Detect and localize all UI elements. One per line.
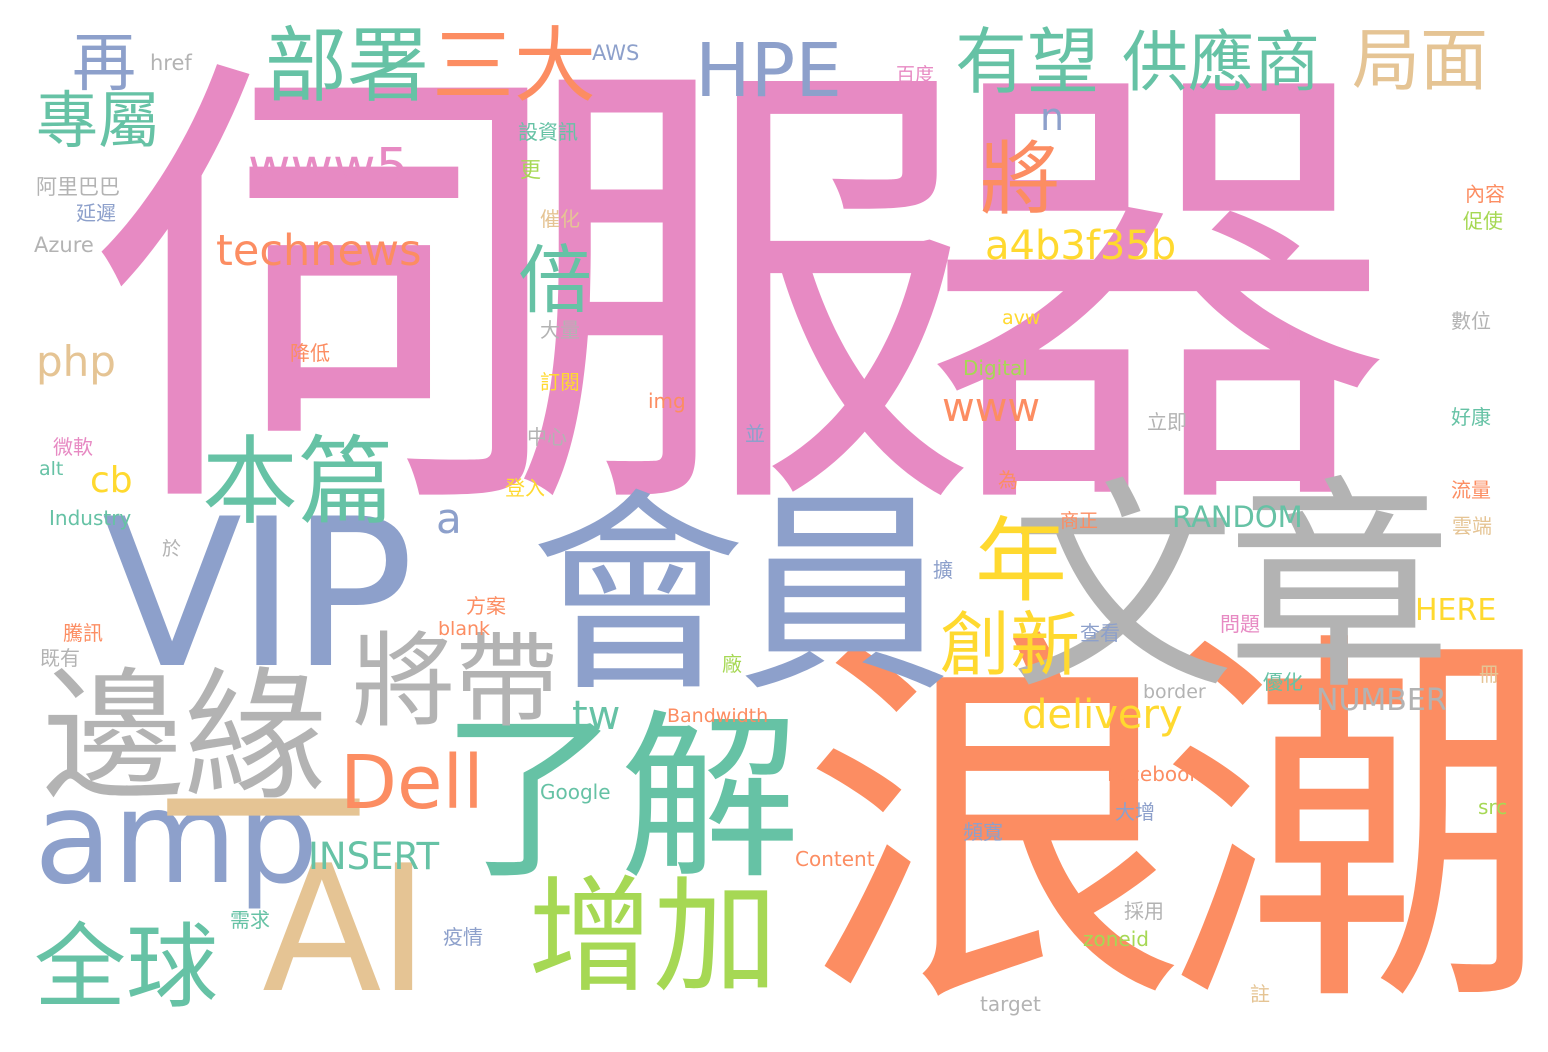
word-降低: 降低 xyxy=(290,341,330,365)
word-a: a xyxy=(436,494,462,543)
word-三大: 三大 xyxy=(432,19,597,114)
word-延遲: 延遲 xyxy=(76,201,116,225)
word-優化: 優化 xyxy=(1263,670,1303,694)
word-number: NUMBER xyxy=(1316,683,1447,718)
word-insert: INSERT xyxy=(308,835,440,878)
word-局面: 局面 xyxy=(1352,22,1489,101)
word-src: src xyxy=(1478,795,1508,819)
word-再: 再 xyxy=(72,27,136,101)
word-dell: Dell xyxy=(340,740,484,826)
word-industry: Industry xyxy=(49,506,132,530)
word-廠: 廠 xyxy=(722,652,742,676)
word-創新: 創新 xyxy=(940,604,1080,686)
word-雲端: 雲端 xyxy=(1452,514,1492,538)
word-設資訊: 設資訊 xyxy=(518,120,578,144)
word-將: 將 xyxy=(980,133,1060,226)
word-增加: 增加 xyxy=(528,865,778,1010)
word-供應商: 供應商 xyxy=(1122,24,1320,101)
word-blank: blank xyxy=(438,618,491,640)
word-將帶: 將帶 xyxy=(352,622,558,742)
word-www5: www5 xyxy=(248,138,409,198)
word-於: 於 xyxy=(162,538,182,560)
word-tw: tw xyxy=(572,693,621,739)
word-www: www xyxy=(942,385,1041,431)
word-採用: 採用 xyxy=(1124,899,1164,923)
word-方案: 方案 xyxy=(466,594,506,618)
word-cb: cb xyxy=(90,460,133,501)
word-azure: Azure xyxy=(34,233,94,257)
word-aws: AWS xyxy=(592,41,640,65)
word-ai: AI xyxy=(262,829,429,1032)
word-冊: 冊 xyxy=(1479,662,1499,686)
word-專屬: 專屬 xyxy=(36,84,161,157)
word-avw: avw xyxy=(1002,307,1041,329)
word-content: Content xyxy=(795,847,875,871)
word-騰訊: 騰訊 xyxy=(63,621,103,645)
word-註: 註 xyxy=(1250,982,1270,1006)
word-內容: 內容 xyxy=(1465,182,1505,206)
word-倍: 倍 xyxy=(518,238,592,324)
word-here: HERE xyxy=(1415,593,1497,628)
word-facebook: Facebook xyxy=(1107,762,1201,786)
word-href: href xyxy=(150,51,192,75)
word-需求: 需求 xyxy=(230,908,270,932)
word-digital: Digital xyxy=(963,356,1028,380)
word-target: target xyxy=(980,992,1041,1016)
word-php: php xyxy=(36,337,116,386)
word-border: border xyxy=(1143,681,1206,703)
word-amp: amp xyxy=(34,764,319,913)
word-google: Google xyxy=(540,780,611,804)
word-擴: 擴 xyxy=(933,558,953,582)
word-伺服器: 伺服器 xyxy=(93,21,1393,568)
word-催化: 催化 xyxy=(540,207,580,231)
word-random: RANDOM xyxy=(1172,500,1303,534)
word-部署: 部署 xyxy=(265,19,430,114)
word-商正: 商正 xyxy=(1060,510,1099,532)
word-立即: 立即 xyxy=(1147,410,1187,434)
word-了解: 了解 xyxy=(440,695,801,904)
word-大量: 大量 xyxy=(540,318,580,342)
word-疫情: 疫情 xyxy=(443,925,483,949)
word-微軟: 微軟 xyxy=(53,435,93,459)
word-alt: alt xyxy=(39,458,64,480)
word-本篇: 本篇 xyxy=(202,426,394,538)
word-訂閱: 訂閱 xyxy=(540,370,580,394)
word-bandwidth: Bandwidth xyxy=(667,705,769,727)
word-vip: VIP xyxy=(102,476,414,714)
word-登入: 登入 xyxy=(505,476,545,500)
word-並: 並 xyxy=(745,422,765,446)
word-促使: 促使 xyxy=(1463,209,1503,233)
word-更: 更 xyxy=(520,158,541,182)
word-中心: 中心 xyxy=(527,425,567,449)
word-有望: 有望 xyxy=(955,20,1100,104)
word-數位: 數位 xyxy=(1451,309,1491,333)
word-為: 為 xyxy=(998,468,1018,492)
word-頻寬: 頻寬 xyxy=(963,820,1003,844)
word-大增: 大增 xyxy=(1115,800,1155,824)
word-年: 年 xyxy=(975,508,1068,615)
word-n: n xyxy=(1040,95,1065,139)
word-阿里巴巴: 阿里巴巴 xyxy=(36,175,120,199)
word-hpe: HPE xyxy=(695,28,843,114)
word-好康: 好康 xyxy=(1451,405,1491,429)
word-ck: ck xyxy=(1275,326,1298,350)
word-百度: 百度 xyxy=(896,64,935,86)
word-img: img xyxy=(648,389,686,413)
word-流量: 流量 xyxy=(1451,478,1491,502)
word-既有: 既有 xyxy=(40,646,80,670)
word-a4b3f35b: a4b3f35b xyxy=(985,223,1177,269)
word-delivery: delivery xyxy=(1022,692,1183,738)
word-zoneid: zoneid xyxy=(1083,927,1149,951)
word-查看: 查看 xyxy=(1080,621,1120,645)
word-文章: 文章 xyxy=(1010,459,1452,721)
word-一: 一 xyxy=(158,694,369,939)
word-全球: 全球 xyxy=(34,914,219,1021)
word-邊緣: 邊緣 xyxy=(42,655,326,820)
word-technews: technews xyxy=(216,226,422,276)
word-浪潮: 浪潮 xyxy=(800,600,1548,1052)
word-會員: 會員 xyxy=(530,470,952,721)
word-問題: 問題 xyxy=(1220,612,1260,636)
